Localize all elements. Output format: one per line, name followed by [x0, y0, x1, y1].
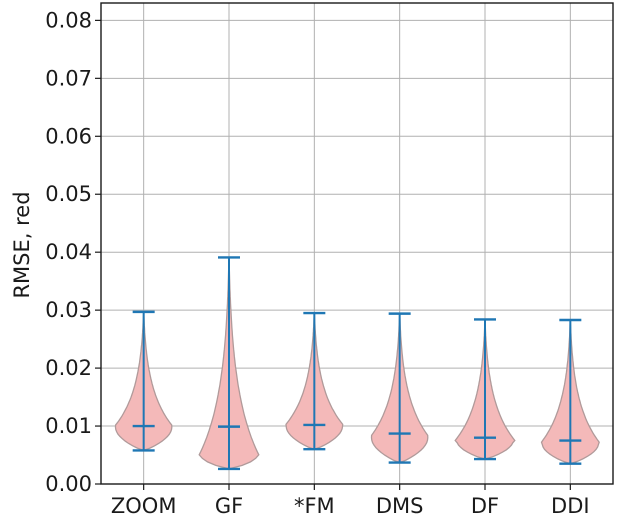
- plot-frame: [100, 2, 614, 485]
- y-axis-label: RMSE, red: [10, 191, 34, 298]
- x-tick-label: DF: [471, 494, 499, 518]
- y-tick-label: 0.02: [45, 356, 92, 380]
- y-tick-label: 0.01: [45, 414, 92, 438]
- y-tick-label: 0.05: [45, 182, 92, 206]
- y-tick-label: 0.04: [45, 240, 92, 264]
- x-tick-label: DMS: [376, 494, 424, 518]
- x-tick-label: DDI: [551, 494, 590, 518]
- axes: 0.00 0.01 0.02 0.03 0.04 0.05 0.06 0.07 0.08 ZOOM…: [45, 2, 614, 518]
- y-tick-label: 0.06: [45, 124, 92, 148]
- y-tick-label: 0.08: [45, 8, 92, 32]
- x-tick-label: GF: [215, 494, 243, 518]
- y-tick-label: 0.03: [45, 298, 92, 322]
- x-tick-label: ZOOM: [111, 494, 177, 518]
- y-tick-label: 0.07: [45, 66, 92, 90]
- y-tick-label: 0.00: [45, 472, 92, 496]
- violins: [114, 256, 600, 471]
- grid-lines: [101, 3, 613, 485]
- x-tick-label: *FM: [294, 494, 335, 518]
